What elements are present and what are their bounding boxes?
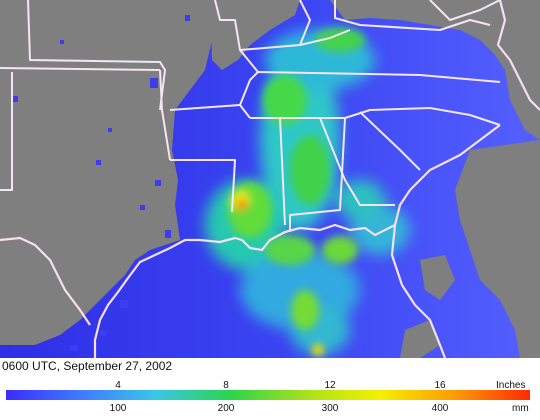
state-borders: [0, 0, 501, 230]
legend-mm-unit: mm: [512, 403, 529, 414]
coastline: [0, 0, 540, 358]
scattered-precip-dots: [12, 15, 190, 351]
no-data-east: [455, 140, 540, 358]
precip-core: [228, 28, 365, 356]
legend-mm-tick: 200: [217, 403, 235, 414]
no-data-west: [0, 0, 212, 345]
legend-inches-tick: 16: [434, 380, 446, 391]
legend-mm-tick: 300: [321, 403, 339, 414]
no-data-south: [400, 320, 440, 358]
precipitation-map: [0, 0, 540, 358]
legend-mm-tick: 100: [109, 403, 127, 414]
map-canvas: [0, 0, 540, 358]
legend-inches-unit: Inches: [496, 380, 526, 391]
no-data-northeast: [330, 0, 540, 140]
no-data-north: [210, 0, 300, 70]
legend-colorbar: [6, 390, 530, 400]
legend-inches-tick: 12: [324, 380, 336, 391]
legend-inches-tick: 4: [115, 380, 121, 391]
no-data-southeast: [420, 255, 455, 300]
legend-mm-tick: 400: [431, 403, 449, 414]
precip-legend: 4 8 12 16 Inches 100 200 300 400 mm: [0, 376, 540, 420]
map-timestamp-caption: 0600 UTC, September 27, 2002: [2, 359, 173, 373]
legend-inches-tick: 8: [223, 380, 229, 391]
